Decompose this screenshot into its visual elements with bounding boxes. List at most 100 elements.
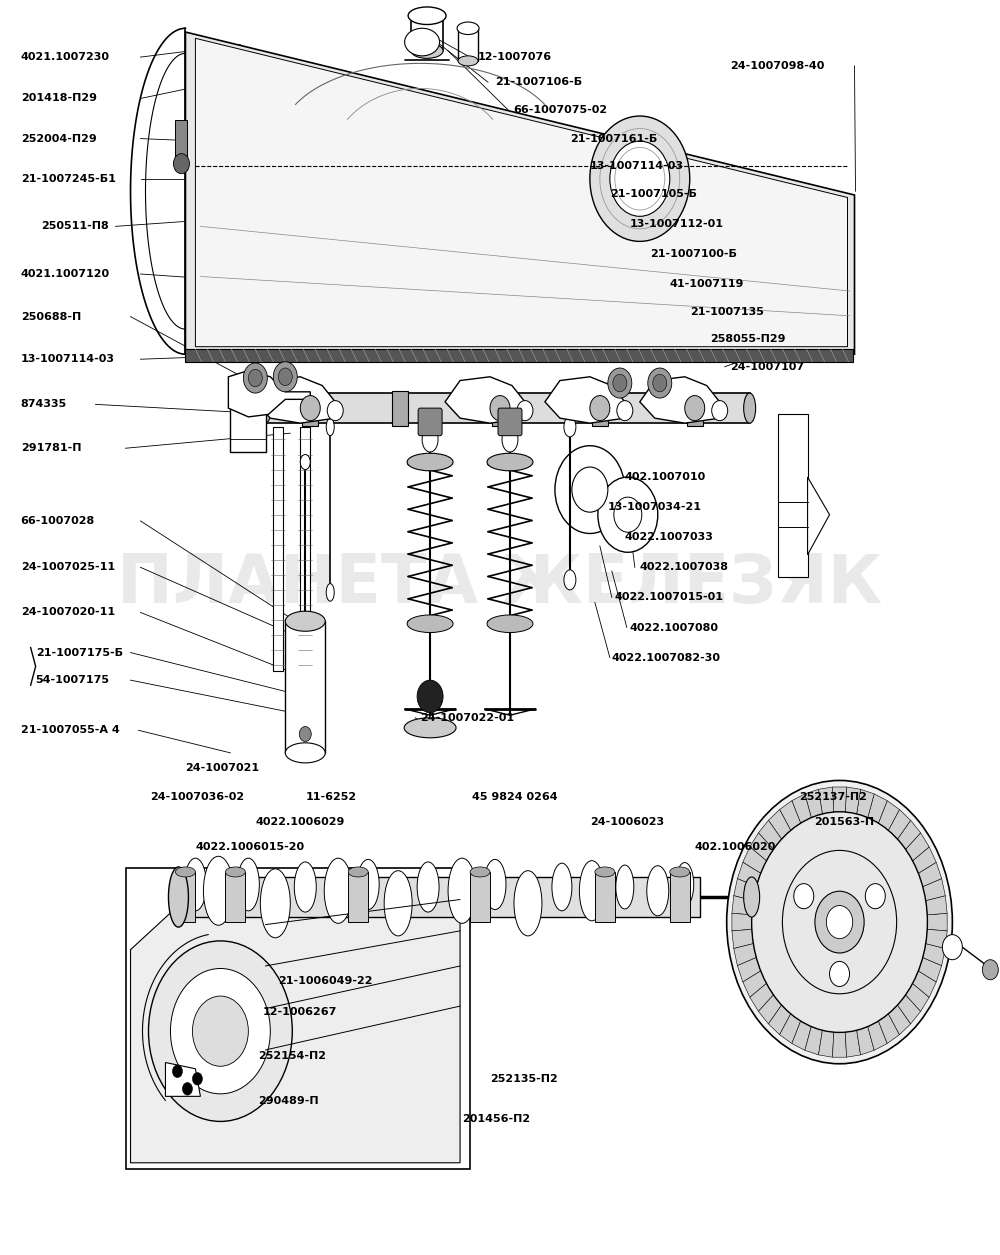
Circle shape	[173, 153, 189, 173]
Ellipse shape	[294, 862, 316, 912]
Polygon shape	[758, 821, 782, 850]
Ellipse shape	[487, 615, 533, 633]
Ellipse shape	[670, 867, 690, 877]
Text: 21-1006049-22: 21-1006049-22	[278, 976, 373, 986]
Circle shape	[608, 368, 632, 398]
Circle shape	[417, 680, 443, 713]
Bar	[470, 872, 490, 922]
Polygon shape	[888, 809, 911, 840]
Circle shape	[653, 374, 667, 392]
Polygon shape	[131, 881, 460, 1163]
Circle shape	[192, 1073, 202, 1086]
Polygon shape	[857, 1027, 874, 1055]
Text: 12-1006267: 12-1006267	[262, 1008, 337, 1018]
Polygon shape	[805, 789, 822, 818]
Text: 21-1007175-Б: 21-1007175-Б	[36, 648, 123, 658]
Ellipse shape	[448, 858, 476, 924]
Polygon shape	[228, 370, 310, 417]
Polygon shape	[805, 1027, 822, 1055]
Bar	[273, 427, 283, 671]
Ellipse shape	[514, 871, 542, 936]
Polygon shape	[845, 1030, 861, 1057]
Polygon shape	[918, 958, 942, 981]
Text: 874335: 874335	[21, 399, 67, 409]
Bar	[175, 119, 187, 169]
Text: 4022.1007080: 4022.1007080	[630, 622, 719, 633]
Text: 24-1007025-11: 24-1007025-11	[21, 562, 115, 572]
Text: 24-1006023: 24-1006023	[590, 817, 664, 827]
Polygon shape	[913, 847, 936, 873]
Ellipse shape	[259, 393, 271, 423]
Circle shape	[273, 361, 297, 392]
Bar	[185, 349, 853, 361]
Polygon shape	[818, 1030, 834, 1057]
Text: 250511-П8: 250511-П8	[41, 221, 108, 231]
Text: 24-1007098-40: 24-1007098-40	[730, 61, 824, 70]
Text: 290489-П: 290489-П	[258, 1097, 319, 1107]
Bar	[778, 414, 808, 577]
Ellipse shape	[458, 56, 478, 65]
Text: 24-1007036-02: 24-1007036-02	[150, 792, 245, 802]
Circle shape	[490, 395, 510, 420]
Bar	[348, 872, 368, 922]
Polygon shape	[445, 376, 525, 423]
Circle shape	[826, 906, 853, 939]
Ellipse shape	[616, 865, 634, 909]
Circle shape	[192, 996, 248, 1067]
Polygon shape	[923, 944, 945, 965]
Text: 13-1007034-21: 13-1007034-21	[608, 502, 702, 512]
Text: 21-1007105-Б: 21-1007105-Б	[610, 188, 697, 198]
Circle shape	[555, 446, 625, 533]
Polygon shape	[758, 995, 782, 1024]
Text: 4022.1007033: 4022.1007033	[625, 532, 714, 542]
Polygon shape	[906, 984, 929, 1012]
Ellipse shape	[744, 877, 760, 917]
Ellipse shape	[564, 417, 576, 437]
Ellipse shape	[676, 862, 694, 906]
Polygon shape	[913, 971, 936, 998]
Ellipse shape	[326, 418, 334, 435]
Circle shape	[182, 1083, 192, 1096]
Circle shape	[327, 400, 343, 420]
Text: 12-1007076: 12-1007076	[478, 53, 552, 61]
Ellipse shape	[407, 453, 453, 471]
Text: 13-1007114-03: 13-1007114-03	[21, 354, 115, 364]
Circle shape	[248, 369, 262, 387]
Text: 24-1007107: 24-1007107	[730, 361, 804, 371]
Text: ПЛАНЕТА ЖЕЛЕЗЯК: ПЛАНЕТА ЖЕЛЕЗЯК	[117, 551, 883, 616]
Ellipse shape	[457, 23, 479, 35]
Ellipse shape	[384, 871, 412, 936]
Ellipse shape	[348, 867, 368, 877]
Ellipse shape	[285, 743, 325, 763]
Polygon shape	[923, 878, 945, 901]
Polygon shape	[832, 787, 847, 812]
Circle shape	[170, 969, 270, 1094]
Circle shape	[865, 884, 885, 909]
Ellipse shape	[552, 863, 572, 911]
Polygon shape	[195, 39, 848, 346]
Ellipse shape	[300, 454, 310, 469]
Ellipse shape	[579, 861, 604, 921]
Circle shape	[815, 891, 864, 953]
Text: 4022.1006029: 4022.1006029	[255, 817, 345, 827]
Polygon shape	[868, 794, 887, 823]
Text: 24-1007022-01: 24-1007022-01	[420, 713, 514, 723]
Ellipse shape	[184, 858, 206, 911]
Circle shape	[590, 395, 610, 420]
Bar	[285, 621, 325, 753]
Bar	[302, 390, 318, 425]
Circle shape	[617, 400, 633, 420]
Ellipse shape	[407, 615, 453, 633]
Ellipse shape	[405, 29, 440, 56]
Text: 21-1007245-Б1: 21-1007245-Б1	[21, 173, 116, 183]
Polygon shape	[926, 896, 947, 915]
Polygon shape	[857, 789, 874, 818]
Text: 24-1007020-11: 24-1007020-11	[21, 607, 115, 617]
Bar	[265, 393, 750, 423]
Ellipse shape	[237, 858, 259, 911]
Text: 41-1007119: 41-1007119	[670, 279, 744, 289]
Polygon shape	[888, 1005, 911, 1034]
Polygon shape	[868, 1022, 887, 1050]
Ellipse shape	[502, 427, 518, 452]
Text: 21-1007100-Б: 21-1007100-Б	[650, 248, 737, 259]
